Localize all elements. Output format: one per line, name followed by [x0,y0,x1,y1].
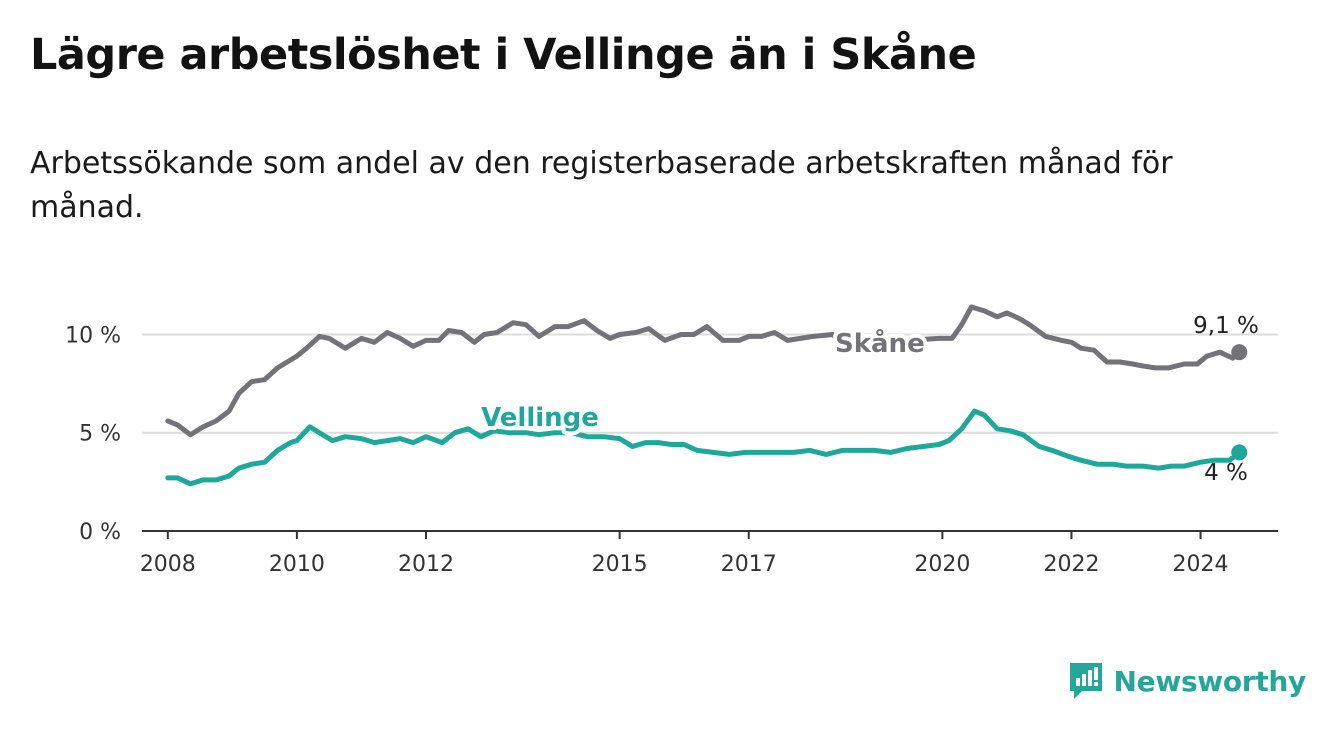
label-layer: Skåne Vellinge 9,1 % 4 % [477,313,1259,486]
grid-layer: 0 % 5 % 10 % 2008 2010 2012 2015 2017 2020 2022 20… [65,323,1278,577]
series-label-skane: Skåne [835,327,925,359]
newsworthy-logo: Newsworthy [1068,658,1306,704]
x-tick-label: 2020 [914,552,970,577]
end-point-skåne [1231,344,1248,361]
x-tick-label: 2022 [1043,552,1099,577]
y-tick-label: 0 % [79,520,121,545]
logo-text: Newsworthy [1113,664,1307,698]
x-tick-label: 2024 [1173,552,1229,577]
x-tick-label: 2008 [140,552,196,577]
chart-subtitle: Arbetssökande som andel av den registerb… [30,146,1173,225]
bar-chart-icon [1069,663,1102,699]
x-tick-label: 2010 [269,552,325,577]
end-value-label-vellinge: 4 % [1204,460,1248,486]
end-point-vellinge [1231,444,1248,461]
x-tick-label: 2015 [592,552,648,577]
series-line-skåne [165,304,1242,438]
x-tick-label: 2012 [398,552,454,577]
chart-title: Lägre arbetslöshet i Vellinge än i Skåne [30,30,977,80]
series-label-vellinge: Vellinge [481,403,599,433]
x-tick-label: 2017 [721,552,777,577]
series-layer [165,304,1248,487]
y-tick-label: 5 % [79,422,121,447]
series-line-vellinge [165,408,1242,487]
end-value-label-skane: 9,1 % [1193,313,1259,339]
y-tick-label: 10 % [65,323,121,348]
